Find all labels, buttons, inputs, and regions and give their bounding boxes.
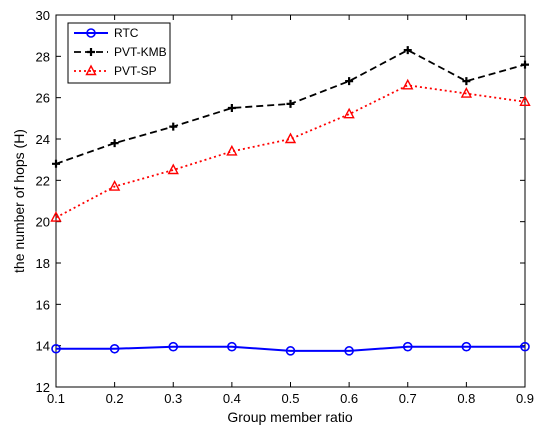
x-tick-label: 0.9 [516, 391, 534, 406]
legend-marker [87, 48, 95, 56]
data-point [403, 46, 412, 55]
legend-item: PVT-KMB [74, 45, 167, 59]
data-point [460, 87, 473, 98]
data-point [461, 341, 472, 352]
data-point [227, 104, 236, 112]
x-tick-label: 0.6 [340, 391, 358, 406]
series-layer [50, 46, 531, 356]
data-point [226, 144, 238, 156]
data-point [109, 343, 120, 354]
data-point [402, 341, 413, 352]
data-point [110, 139, 119, 148]
data-point [344, 346, 354, 356]
data-point [168, 341, 179, 352]
series-line [56, 345, 525, 352]
y-tick-label: 18 [36, 256, 50, 271]
data-point [286, 99, 295, 108]
data-point [520, 341, 530, 352]
legend-marker [85, 64, 97, 76]
x-tick-label: 0.3 [164, 391, 182, 406]
data-point [402, 78, 414, 90]
series-pvt-sp [50, 78, 531, 222]
data-point [345, 77, 354, 86]
y-tick-label: 26 [36, 91, 50, 106]
axis-ticks: 0.1 0.2 0.3 0.4 0.5 0.6 0.7 0.8 0.9 12 14 16 18 20 22 2… [36, 8, 535, 406]
data-point [169, 122, 178, 131]
data-point [285, 346, 296, 356]
y-tick-label: 14 [36, 339, 50, 354]
x-tick-label: 0.1 [47, 391, 65, 406]
y-tick-label: 22 [36, 173, 50, 188]
legend-label: PVT-KMB [114, 45, 167, 59]
x-tick-label: 0.5 [281, 391, 299, 406]
data-point [50, 211, 62, 222]
y-tick-label: 30 [36, 8, 50, 23]
legend-label: PVT-SP [114, 64, 157, 78]
data-point [521, 60, 529, 69]
data-point [343, 107, 355, 119]
x-tick-label: 0.7 [399, 391, 417, 406]
x-tick-label: 0.4 [223, 391, 241, 406]
legend: RTC PVT-KMB PVT-SP [67, 22, 171, 84]
y-tick-label: 16 [36, 297, 50, 312]
series-rtc [51, 341, 530, 356]
x-tick-label: 0.8 [457, 391, 475, 406]
y-tick-label: 20 [36, 215, 50, 230]
x-tick-label: 0.2 [106, 391, 124, 406]
x-axis-label: Group member ratio [227, 409, 352, 425]
data-point [519, 95, 531, 106]
data-point [284, 132, 297, 144]
data-point [52, 159, 60, 168]
y-axis-label: the number of hops (H) [11, 129, 27, 273]
data-point [167, 163, 179, 175]
series-line [55, 84, 526, 219]
legend-item: RTC [74, 26, 139, 40]
y-tick-label: 12 [36, 380, 50, 395]
legend-label: RTC [114, 26, 139, 40]
series-pvt-kmb [52, 46, 529, 168]
y-tick-label: 28 [36, 49, 50, 64]
legend-item: PVT-SP [74, 64, 157, 78]
data-point [462, 77, 471, 86]
data-point [51, 343, 61, 354]
y-tick-label: 24 [36, 132, 50, 147]
data-point [227, 341, 237, 352]
legend-marker [86, 28, 96, 38]
data-point [108, 180, 121, 191]
